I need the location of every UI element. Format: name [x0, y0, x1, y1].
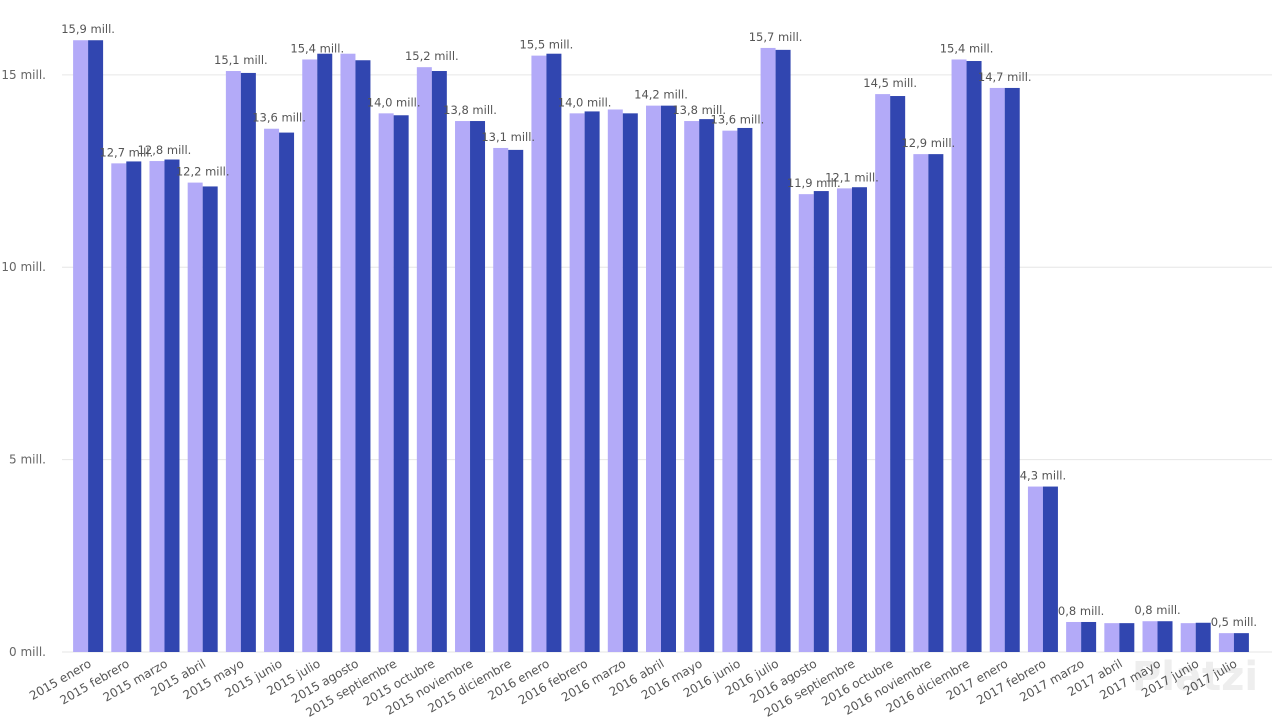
bar: [1142, 621, 1158, 652]
bar: [264, 128, 280, 653]
bar: [684, 121, 700, 653]
value-label: 12,7 mill.: [99, 145, 153, 159]
bar: [1180, 623, 1196, 652]
bar: [951, 59, 967, 653]
value-label: 14,5 mill.: [863, 76, 917, 90]
value-label: 11,9 mill.: [787, 176, 841, 190]
bar: [546, 53, 562, 652]
value-label: 15,2 mill.: [405, 49, 459, 63]
bar: [1066, 621, 1082, 652]
value-label: 4,3 mill.: [1020, 469, 1066, 483]
bar: [187, 182, 203, 652]
bar: [378, 113, 394, 653]
bar: [890, 96, 906, 652]
bar: [111, 163, 127, 653]
value-label: 15,4 mill.: [290, 41, 344, 55]
value-label: 15,9 mill.: [61, 22, 115, 36]
bar: [279, 132, 295, 652]
watermark: Platzi: [1132, 654, 1258, 700]
bar: [88, 40, 104, 653]
bar: [646, 105, 661, 652]
value-label: 15,4 mill.: [940, 41, 994, 55]
value-label: 13,6 mill.: [711, 113, 765, 127]
value-label: 0,8 mill.: [1058, 604, 1104, 618]
bar: [302, 59, 318, 653]
bar: [661, 105, 676, 652]
bar: [1104, 623, 1120, 652]
bar: [225, 71, 241, 652]
value-label: 14,7 mill.: [978, 70, 1032, 84]
value-label: 0,5 mill.: [1211, 615, 1257, 629]
bar: [164, 159, 180, 652]
value-label: 15,5 mill.: [520, 38, 574, 52]
bar: [622, 113, 638, 653]
bar: [416, 67, 432, 653]
y-tick-label: 5 mill.: [9, 453, 46, 467]
bar: [1119, 623, 1135, 652]
bar: [531, 55, 547, 652]
value-label: 14,2 mill.: [634, 88, 688, 102]
y-tick-label: 10 mill.: [1, 260, 46, 274]
bar: [569, 113, 585, 653]
value-label: 12,1 mill.: [825, 170, 879, 184]
value-label: 12,8 mill.: [138, 143, 192, 157]
bar: [1233, 633, 1249, 652]
bar: [455, 121, 471, 653]
value-label: 15,7 mill.: [749, 30, 803, 44]
bar: [1042, 486, 1058, 652]
bar: [1157, 621, 1173, 652]
bar: [470, 121, 486, 653]
value-label: 12,2 mill.: [176, 165, 230, 179]
bar: [607, 109, 623, 653]
bar: [722, 130, 738, 652]
value-label: 15,1 mill.: [214, 53, 268, 67]
bar: [240, 72, 256, 652]
bar: [493, 147, 509, 652]
bar: [317, 53, 333, 652]
bar: [508, 149, 524, 652]
bar: [875, 94, 891, 653]
bar: [775, 49, 791, 653]
bar: [966, 61, 982, 652]
bar: [798, 194, 814, 652]
y-tick-label: 15 mill.: [1, 68, 46, 82]
bar: [1027, 486, 1043, 652]
bar: [851, 187, 867, 652]
bar: [699, 119, 715, 653]
bar: [928, 154, 944, 652]
bar: [584, 111, 600, 653]
bar: [813, 191, 829, 652]
bar: [760, 47, 776, 653]
bar: [989, 87, 1005, 652]
bar: [149, 161, 165, 653]
y-tick-label: 0 mill.: [9, 645, 46, 659]
bar: [836, 188, 852, 652]
bar: [126, 161, 142, 652]
bar: [1195, 622, 1211, 652]
bar: [73, 40, 89, 653]
bar: [202, 186, 218, 652]
bar: [737, 127, 753, 652]
value-label: 0,8 mill.: [1134, 603, 1180, 617]
value-label: 13,8 mill.: [672, 103, 726, 117]
bar: [393, 115, 409, 652]
bar: [431, 71, 447, 652]
value-label: 12,9 mill.: [901, 136, 955, 150]
value-label: 14,0 mill.: [558, 95, 612, 109]
bar: [1004, 87, 1020, 652]
value-label: 13,8 mill.: [443, 103, 497, 117]
value-label: 13,6 mill.: [252, 111, 306, 125]
value-label: 14,0 mill.: [367, 95, 421, 109]
bar: [913, 154, 929, 652]
bar: [355, 60, 371, 653]
bar: [340, 53, 356, 652]
bar: [1081, 621, 1097, 652]
bar: [1218, 633, 1234, 652]
value-label: 13,1 mill.: [481, 130, 535, 144]
